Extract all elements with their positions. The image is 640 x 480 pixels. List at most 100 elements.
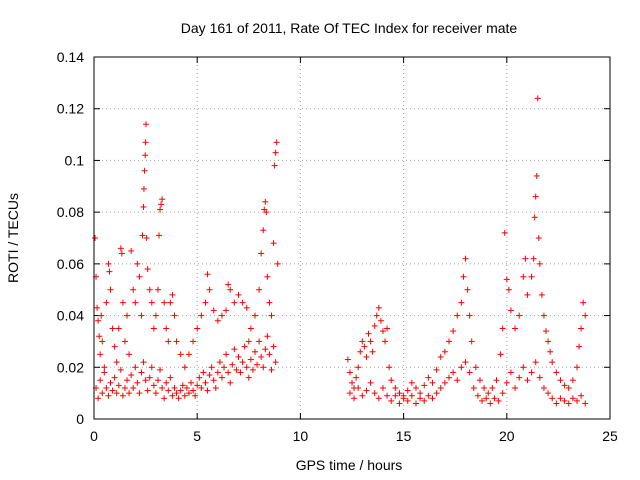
data-point [237, 369, 244, 376]
data-point [165, 387, 172, 394]
data-points [92, 95, 589, 407]
data-point [119, 392, 126, 399]
data-point [578, 392, 585, 399]
data-point [437, 384, 444, 391]
data-point [103, 384, 110, 391]
data-point [190, 387, 197, 394]
data-point [121, 384, 128, 391]
data-point [536, 374, 543, 381]
data-point [433, 366, 440, 373]
data-point [154, 377, 161, 384]
data-point [128, 247, 135, 254]
data-point [200, 369, 207, 376]
data-point [433, 390, 440, 397]
data-point [143, 121, 150, 128]
data-point [204, 271, 211, 278]
data-point [243, 364, 250, 371]
data-point [233, 366, 240, 373]
data-point [271, 162, 278, 169]
data-point [181, 392, 188, 399]
data-point [450, 328, 457, 335]
data-point [134, 260, 141, 267]
data-point [143, 235, 150, 241]
data-point [175, 395, 182, 402]
data-point [384, 325, 391, 332]
data-point [227, 379, 234, 386]
data-point [156, 232, 163, 239]
x-tick-label: 25 [602, 428, 618, 444]
data-point [270, 343, 277, 350]
data-point [262, 346, 269, 353]
data-point [404, 387, 411, 394]
data-point [229, 361, 236, 368]
data-point [239, 359, 246, 366]
data-point [388, 377, 395, 384]
data-point [429, 395, 436, 402]
data-point [468, 338, 475, 345]
data-point [417, 390, 424, 397]
data-point [425, 374, 432, 381]
data-point [524, 377, 531, 384]
data-point [272, 359, 279, 366]
data-point [264, 273, 271, 280]
data-point [97, 351, 104, 358]
data-point [266, 351, 273, 358]
data-point [454, 312, 461, 319]
data-point [152, 312, 159, 319]
data-point [545, 390, 552, 397]
data-point [561, 397, 568, 404]
data-point [254, 361, 261, 368]
data-point [165, 338, 172, 345]
data-point [270, 240, 277, 247]
data-point [503, 379, 510, 386]
data-point [210, 377, 217, 384]
data-point [464, 286, 471, 293]
data-point [359, 392, 366, 399]
data-point [97, 377, 104, 384]
data-point [190, 338, 197, 345]
data-point [132, 299, 139, 306]
y-tick-label: 0.14 [57, 49, 84, 65]
data-point [152, 390, 159, 397]
data-point [446, 338, 453, 345]
data-point [157, 206, 164, 213]
data-point [103, 299, 110, 306]
axis-ticks: 0 5 10 15 20 25 0 0.02 0.04 0.06 0.08 0.1 0.12 0.14 [57, 49, 618, 444]
data-point [346, 390, 353, 397]
data-point [113, 359, 120, 366]
data-point [196, 374, 203, 381]
data-point [532, 193, 539, 200]
data-point [437, 353, 444, 360]
data-point [161, 299, 168, 306]
data-point [142, 152, 149, 159]
data-point [481, 384, 488, 391]
data-point [505, 286, 512, 293]
data-point [458, 299, 465, 306]
data-point [210, 307, 217, 314]
data-point [565, 384, 572, 391]
data-point [177, 387, 184, 394]
data-point [528, 369, 535, 376]
data-point [256, 286, 263, 293]
data-point [260, 227, 267, 234]
data-point [171, 312, 178, 319]
data-point [549, 395, 556, 402]
data-point [365, 330, 372, 337]
data-point [218, 312, 225, 319]
data-point [124, 312, 131, 319]
data-point [386, 364, 393, 371]
plot-frame [93, 56, 611, 420]
data-point [483, 395, 490, 402]
data-point [512, 325, 519, 332]
data-point [134, 379, 141, 386]
data-point [157, 366, 164, 373]
data-point [214, 317, 221, 324]
data-point [262, 198, 269, 205]
data-point [139, 232, 146, 239]
data-point [218, 374, 225, 381]
data-point [396, 390, 403, 397]
data-point [251, 312, 258, 319]
chart-title: Day 161 of 2011, Rate Of TEC Index for r… [181, 20, 518, 36]
x-tick-label: 15 [396, 428, 412, 444]
data-point [353, 374, 360, 381]
